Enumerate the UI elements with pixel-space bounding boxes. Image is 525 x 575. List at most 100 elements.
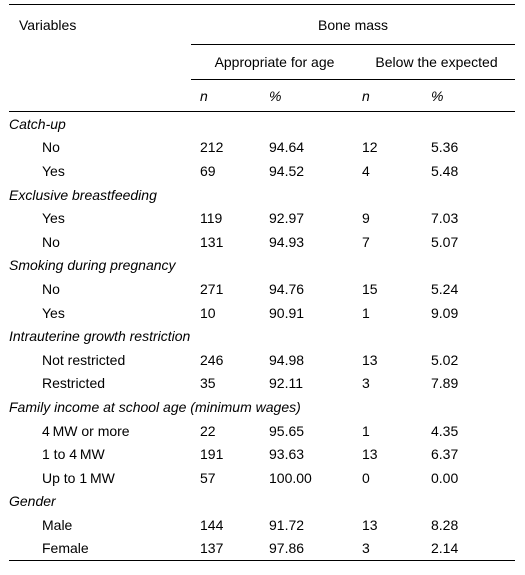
pct-appropriate: 94.93 <box>269 233 305 250</box>
n-appropriate: 119 <box>200 210 223 227</box>
table-row: Yes 119 92.97 9 7.03 <box>9 206 515 230</box>
table-row: Male 144 91.72 13 8.28 <box>9 513 515 537</box>
n-below: 13 <box>362 446 378 463</box>
table-row: No 271 94.76 15 5.24 <box>9 277 515 301</box>
pct-below: 7.89 <box>431 375 459 392</box>
pct-below: 0.00 <box>431 469 459 486</box>
row-label: Yes <box>42 162 65 179</box>
table-row: Female 137 97.86 3 2.14 <box>9 536 516 562</box>
pct-below: 9.09 <box>431 304 459 321</box>
section-row: Gender <box>9 490 515 514</box>
n-appropriate: 191 <box>200 446 224 463</box>
row-label: Yes <box>42 304 65 321</box>
pct-appropriate: 100.00 <box>269 469 312 486</box>
section-title: Catch-up <box>9 115 66 132</box>
pct-appropriate: 94.64 <box>269 139 305 156</box>
n-below: 13 <box>362 351 378 368</box>
pct-appropriate: 94.52 <box>269 162 305 179</box>
n-appropriate: 212 <box>200 139 224 156</box>
section-title: Family income at school age (minimum wag… <box>9 398 301 415</box>
pct-below: 5.36 <box>431 139 459 156</box>
below-expected-header: Below the expected <box>358 44 516 80</box>
section-row: Smoking during pregnancy <box>9 254 515 278</box>
row-label: Female <box>9 536 191 562</box>
n-below: 9 <box>362 210 370 227</box>
n-below: 13 <box>362 516 378 533</box>
bone-mass-table: Variables Bone mass Appropriate for age … <box>9 4 516 562</box>
section-row: Catch-up <box>9 112 515 136</box>
section-title: Exclusive breastfeeding <box>9 186 157 203</box>
n-appropriate: 131 <box>200 233 224 250</box>
pct-below: 7.03 <box>431 210 459 227</box>
section-title: Smoking during pregnancy <box>9 257 176 274</box>
pct-below: 8.28 <box>431 516 459 533</box>
row-label: 4 MW or more <box>42 422 130 439</box>
pct-below: 5.48 <box>431 162 459 179</box>
n-appropriate: 271 <box>200 280 224 297</box>
n-below: 1 <box>362 304 370 321</box>
pct-appropriate: 91.72 <box>269 516 305 533</box>
row-label: No <box>42 139 60 156</box>
n-appropriate: 144 <box>200 516 224 533</box>
table-row: Yes 10 90.91 1 9.09 <box>9 301 515 325</box>
row-label: No <box>42 280 60 297</box>
n-appropriate: 137 <box>191 536 261 562</box>
col-n-below: n <box>362 87 370 104</box>
n-below: 3 <box>358 536 428 562</box>
section-row: Family income at school age (minimum wag… <box>9 395 515 419</box>
table-row: 1 to 4 MW 191 93.63 13 6.37 <box>9 442 515 466</box>
row-label: 1 to 4 MW <box>42 446 105 463</box>
table-row: No 212 94.64 12 5.36 <box>9 136 515 160</box>
col-n-appropriate: n <box>200 87 208 104</box>
section-row: Intrauterine growth restriction <box>9 324 515 348</box>
n-below: 0 <box>362 469 370 486</box>
row-label: Not restricted <box>42 351 126 368</box>
section-title: Intrauterine growth restriction <box>9 328 191 345</box>
n-appropriate: 69 <box>200 162 216 179</box>
variables-header: Variables <box>9 4 191 111</box>
table-row: Yes 69 94.52 4 5.48 <box>9 159 515 183</box>
n-below: 3 <box>362 375 370 392</box>
pct-below: 5.24 <box>431 280 459 297</box>
pct-below: 6.37 <box>431 446 459 463</box>
pct-below: 4.35 <box>431 422 459 439</box>
table-row: No 131 94.93 7 5.07 <box>9 230 515 254</box>
table-row: Restricted 35 92.11 3 7.89 <box>9 372 515 396</box>
n-appropriate: 10 <box>200 304 216 321</box>
table-body: Catch-up No 212 94.64 12 5.36 Yes 69 94.52 4 5.48 E… <box>9 112 516 562</box>
row-label: Yes <box>42 210 65 227</box>
pct-appropriate: 94.98 <box>269 351 305 368</box>
pct-appropriate: 95.65 <box>269 422 305 439</box>
n-appropriate: 35 <box>200 375 216 392</box>
n-below: 12 <box>362 139 378 156</box>
pct-appropriate: 93.63 <box>269 446 305 463</box>
col-pct-below: % <box>431 87 444 104</box>
section-title: Gender <box>9 493 56 510</box>
section-row: Exclusive breastfeeding <box>9 183 515 207</box>
row-label: No <box>42 233 60 250</box>
appropriate-for-age-header: Appropriate for age <box>191 44 358 80</box>
n-appropriate: 246 <box>200 351 224 368</box>
pct-appropriate: 92.11 <box>269 375 303 392</box>
n-below: 15 <box>362 280 378 297</box>
row-label: Restricted <box>42 375 106 392</box>
n-below: 7 <box>362 233 370 250</box>
pct-below: 5.07 <box>431 233 459 250</box>
bone-mass-header: Bone mass <box>191 4 516 45</box>
table-row: Not restricted 246 94.98 13 5.02 <box>9 348 515 372</box>
n-appropriate: 57 <box>200 469 216 486</box>
pct-appropriate: 97.86 <box>261 536 358 562</box>
n-below: 1 <box>362 422 370 439</box>
n-appropriate: 22 <box>200 422 216 439</box>
row-label: Male <box>42 516 73 533</box>
table-row: Up to 1 MW 57 100.00 0 0.00 <box>9 466 515 490</box>
row-label: Up to 1 MW <box>42 469 115 486</box>
pct-below: 2.14 <box>428 536 516 562</box>
pct-appropriate: 92.97 <box>269 210 305 227</box>
pct-appropriate: 94.76 <box>269 280 305 297</box>
n-below: 4 <box>362 162 370 179</box>
pct-appropriate: 90.91 <box>269 304 305 321</box>
col-pct-appropriate: % <box>269 87 282 104</box>
table-row: 4 MW or more 22 95.65 1 4.35 <box>9 419 515 443</box>
